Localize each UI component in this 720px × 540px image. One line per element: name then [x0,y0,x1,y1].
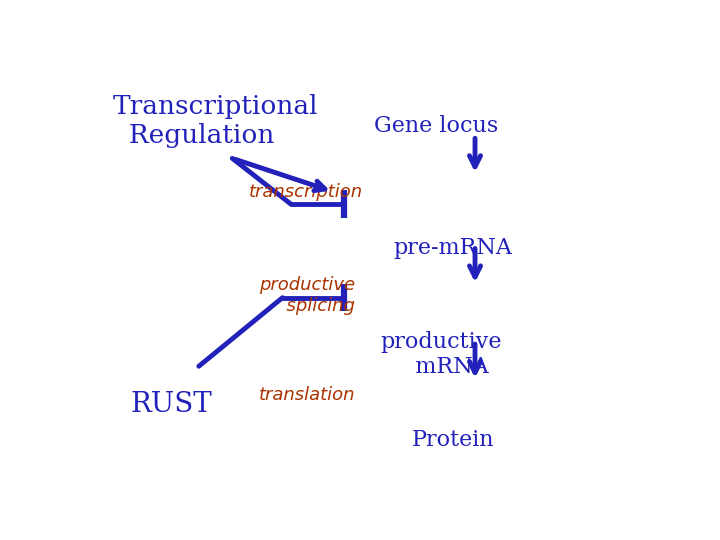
Text: pre-mRNA: pre-mRNA [393,238,512,259]
Text: transcription: transcription [249,183,364,201]
Text: RUST: RUST [130,391,212,418]
Text: Protein: Protein [411,429,494,450]
Text: translation: translation [258,386,355,404]
Text: Gene locus: Gene locus [374,114,498,137]
Text: productive
   mRNA: productive mRNA [381,331,503,379]
Text: Transcriptional
  Regulation: Transcriptional Regulation [112,94,318,148]
Text: productive
  splicing: productive splicing [259,276,355,315]
